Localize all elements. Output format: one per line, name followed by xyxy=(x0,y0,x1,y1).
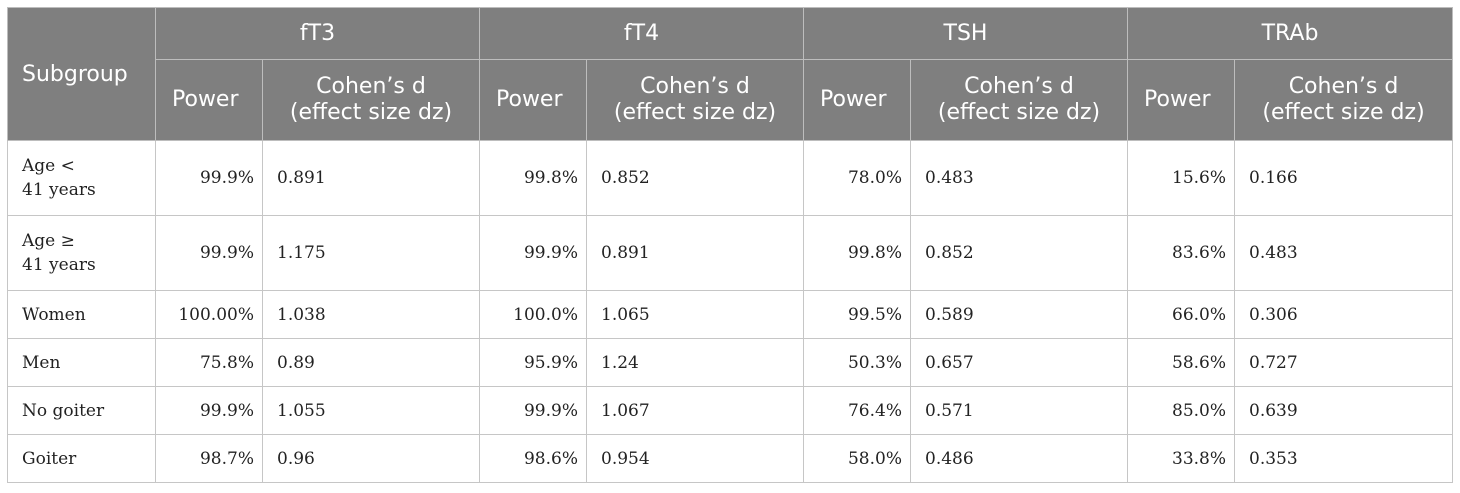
cohens-d-cell: 0.852 xyxy=(909,215,1129,291)
cohens-d-header-line2: (effect size dz) xyxy=(1262,100,1425,125)
subgroup-label-line2: 41 years xyxy=(22,180,96,200)
header-row-metrics: Power Cohen’s d (effect size dz) Power Co… xyxy=(8,59,1454,141)
cohens-d-header-line2: (effect size dz) xyxy=(289,100,453,125)
cohens-d-cell: 0.852 xyxy=(586,140,804,216)
cohens-d-cell: 0.891 xyxy=(262,140,480,216)
power-cell: 100.00% xyxy=(155,290,263,339)
group-header-trab: TRAb xyxy=(1127,7,1454,60)
header-row-groups: Subgroup fT3 fT4 TSH TRAb xyxy=(7,7,1454,141)
power-cell: 78.0% xyxy=(803,140,911,216)
power-table-container: Subgroup fT3 fT4 TSH TRAb Power Cohen’s … xyxy=(7,7,1454,483)
power-header: Power xyxy=(155,59,263,141)
cohens-d-cell: 0.727 xyxy=(1234,338,1454,387)
subgroup-label: Age < 41 years xyxy=(7,140,156,216)
power-cell: 98.6% xyxy=(479,434,587,483)
subgroup-label-line2: 41 years xyxy=(22,255,96,275)
power-cell: 83.6% xyxy=(1127,215,1236,291)
power-cell: 85.0% xyxy=(1127,386,1236,435)
cohens-d-header: Cohen’s d (effect size dz) xyxy=(262,59,480,141)
power-cell: 99.9% xyxy=(155,386,263,435)
power-header: Power xyxy=(1127,59,1236,141)
table-row: No goiter 99.9% 1.055 99.9% 1.067 76.4% … xyxy=(7,386,1454,435)
cohens-d-cell: 1.24 xyxy=(586,338,804,387)
power-cell: 99.9% xyxy=(155,140,263,216)
cohens-d-cell: 0.657 xyxy=(909,338,1129,387)
table-row: Men 75.8% 0.89 95.9% 1.24 50.3% 0.657 58… xyxy=(7,338,1454,387)
cohens-d-cell: 1.065 xyxy=(586,290,804,339)
table-row: Women 100.00% 1.038 100.0% 1.065 99.5% 0… xyxy=(7,290,1454,339)
power-header: Power xyxy=(803,59,911,141)
cohens-d-header-line1: Cohen’s d xyxy=(640,74,750,99)
cohens-d-cell: 0.639 xyxy=(1234,386,1454,435)
table-header: Subgroup fT3 fT4 TSH TRAb Power Cohen’s … xyxy=(7,7,1454,141)
subgroup-label: Women xyxy=(7,290,156,339)
power-cell: 75.8% xyxy=(155,338,263,387)
power-cell: 99.8% xyxy=(479,140,587,216)
subgroup-label-line1: Age < xyxy=(22,156,75,176)
power-cell: 58.6% xyxy=(1127,338,1236,387)
subgroup-label: Men xyxy=(7,338,156,387)
cohens-d-cell: 0.306 xyxy=(1234,290,1454,339)
cohens-d-cell: 1.055 xyxy=(262,386,480,435)
group-header-ft4: fT4 xyxy=(479,7,804,60)
power-cell: 99.5% xyxy=(803,290,911,339)
table-row: Age ≥ 41 years 99.9% 1.175 99.9% 0.891 99… xyxy=(7,215,1454,291)
cohens-d-cell: 0.486 xyxy=(909,434,1129,483)
cohens-d-cell: 0.891 xyxy=(586,215,804,291)
cohens-d-cell: 1.038 xyxy=(262,290,480,339)
power-cell: 99.9% xyxy=(479,386,587,435)
cohens-d-cell: 1.067 xyxy=(586,386,804,435)
power-cell: 15.6% xyxy=(1127,140,1236,216)
power-cell: 76.4% xyxy=(803,386,911,435)
cohens-d-cell: 1.175 xyxy=(262,215,480,291)
cohens-d-header-line1: Cohen’s d xyxy=(1288,74,1399,99)
cohens-d-header-line1: Cohen’s d xyxy=(964,74,1074,99)
cohens-d-cell: 0.483 xyxy=(1234,215,1454,291)
cohens-d-header-line2: (effect size dz) xyxy=(613,100,777,125)
group-header-tsh: TSH xyxy=(802,7,1129,60)
cohens-d-header: Cohen’s d (effect size dz) xyxy=(586,59,804,141)
power-analysis-table: Subgroup fT3 fT4 TSH TRAb Power Cohen’s … xyxy=(7,7,1454,483)
subgroup-label: Age ≥ 41 years xyxy=(7,215,156,291)
cohens-d-cell: 0.96 xyxy=(262,434,480,483)
cohens-d-cell: 0.89 xyxy=(262,338,480,387)
power-cell: 33.8% xyxy=(1127,434,1236,483)
power-cell: 50.3% xyxy=(803,338,911,387)
power-cell: 98.7% xyxy=(155,434,263,483)
power-cell: 95.9% xyxy=(479,338,587,387)
subgroup-label: Goiter xyxy=(7,434,156,483)
cohens-d-header-line2: (effect size dz) xyxy=(937,100,1101,125)
cohens-d-cell: 0.571 xyxy=(909,386,1129,435)
subgroup-label: No goiter xyxy=(7,386,156,435)
table-row: Goiter 98.7% 0.96 98.6% 0.954 58.0% 0.48… xyxy=(7,434,1454,483)
cohens-d-cell: 0.353 xyxy=(1234,434,1454,483)
cohens-d-header: Cohen’s d (effect size dz) xyxy=(1234,59,1454,141)
subgroup-header: Subgroup xyxy=(7,7,156,141)
power-cell: 58.0% xyxy=(803,434,911,483)
group-header-ft3: fT3 xyxy=(155,7,480,60)
cohens-d-cell: 0.589 xyxy=(909,290,1129,339)
power-cell: 100.0% xyxy=(479,290,587,339)
power-cell: 66.0% xyxy=(1127,290,1236,339)
power-cell: 99.9% xyxy=(155,215,263,291)
cohens-d-header: Cohen’s d (effect size dz) xyxy=(909,59,1129,141)
power-header: Power xyxy=(479,59,587,141)
cohens-d-cell: 0.166 xyxy=(1234,140,1454,216)
cohens-d-cell: 0.483 xyxy=(909,140,1129,216)
power-cell: 99.8% xyxy=(803,215,911,291)
cohens-d-header-line1: Cohen’s d xyxy=(316,74,426,99)
subgroup-label-line1: Age ≥ xyxy=(22,231,75,251)
table-row: Age < 41 years 99.9% 0.891 99.8% 0.852 78… xyxy=(7,140,1454,216)
cohens-d-cell: 0.954 xyxy=(586,434,804,483)
table-body: Age < 41 years 99.9% 0.891 99.8% 0.852 78… xyxy=(7,140,1454,483)
power-cell: 99.9% xyxy=(479,215,587,291)
